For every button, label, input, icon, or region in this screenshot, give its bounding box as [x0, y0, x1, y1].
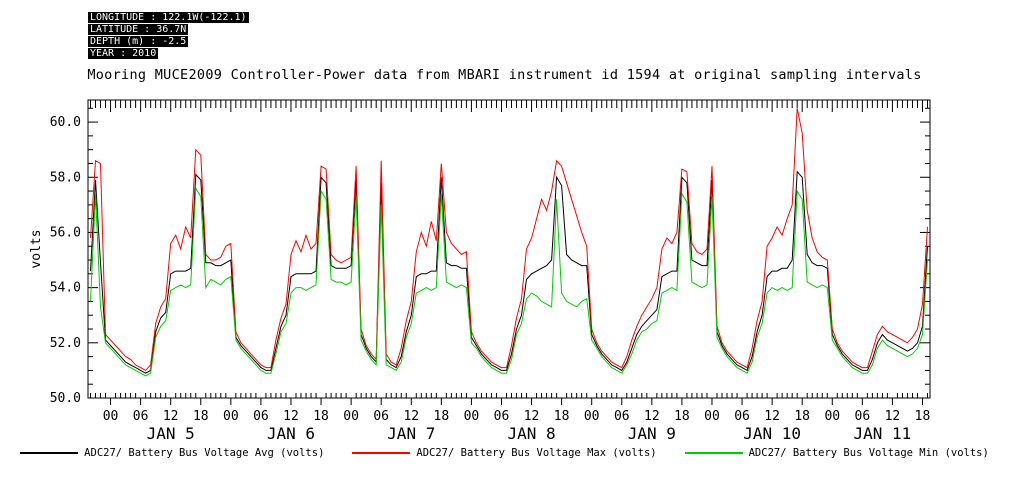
y-tick-label: 56.0 — [50, 225, 81, 240]
series-min-line — [90, 186, 928, 377]
y-axis-label: volts — [29, 229, 44, 268]
x-tick-label: 00 — [223, 409, 239, 424]
legend-line-min-icon — [684, 452, 743, 454]
series-max-line — [90, 108, 928, 372]
y-axis: 50.0 52.0 54.0 56.0 58.0 60.0 volts — [29, 107, 930, 406]
x-tick-label: 18 — [554, 409, 570, 424]
day-label: JAN 8 — [507, 424, 555, 443]
legend-label-max: ADC27/ Battery Bus Voltage Max (volts) — [416, 447, 657, 459]
day-label: JAN 10 — [743, 424, 801, 443]
x-tick-label: 12 — [283, 409, 299, 424]
x-tick-label: 18 — [313, 409, 329, 424]
x-tick-label: 18 — [193, 409, 209, 424]
x-tick-label: 18 — [434, 409, 450, 424]
chart-title: Mooring MUCE2009 Controller-Power data f… — [87, 67, 922, 83]
metadata-box: LONGITUDE : 122.1W(-122.1) LATITUDE : 36… — [88, 12, 249, 60]
x-tick-label: 00 — [584, 409, 600, 424]
x-tick-label: 12 — [644, 409, 660, 424]
y-tick-label: 54.0 — [50, 281, 81, 296]
x-tick-label: 18 — [674, 409, 690, 424]
x-tick-label: 06 — [855, 409, 871, 424]
year-label: YEAR : 2010 — [88, 48, 159, 59]
y-tick-label: 50.0 — [50, 391, 81, 406]
x-tick-label: 06 — [494, 409, 510, 424]
x-tick-label: 00 — [343, 409, 359, 424]
x-tick-label: 12 — [764, 409, 780, 424]
x-axis: 00 06 12 18 00 06 12 18 00 06 12 18 00 06 12 18 00 06 12 18… — [90, 100, 931, 424]
x-tick-label: 06 — [614, 409, 630, 424]
x-tick-label: 06 — [734, 409, 750, 424]
legend-entry-max: ADC27/ Battery Bus Voltage Max (volts) — [352, 447, 657, 459]
legend-entry-avg: ADC27/ Battery Bus Voltage Avg (volts) — [20, 447, 324, 459]
x-tick-label: 06 — [373, 409, 389, 424]
day-label: JAN 11 — [853, 424, 911, 443]
y-tick-label: 60.0 — [50, 115, 81, 130]
legend-line-max-icon — [352, 452, 411, 454]
depth-label: DEPTH (m) : -2.5 — [88, 36, 189, 47]
x-tick-label: 00 — [704, 409, 720, 424]
legend-label-avg: ADC27/ Battery Bus Voltage Avg (volts) — [84, 447, 325, 459]
day-label: JAN 6 — [267, 424, 315, 443]
x-tick-label: 06 — [133, 409, 149, 424]
day-label: JAN 5 — [147, 424, 195, 443]
day-label: JAN 9 — [628, 424, 676, 443]
plot-border — [87, 99, 931, 399]
x-tick-label: 12 — [524, 409, 540, 424]
y-tick-label: 58.0 — [50, 170, 81, 185]
x-tick-label: 12 — [163, 409, 179, 424]
x-tick-label: 00 — [824, 409, 840, 424]
series-avg-line — [90, 170, 928, 374]
y-tick-label: 52.0 — [50, 336, 81, 351]
legend-label-min: ADC27/ Battery Bus Voltage Min (volts) — [748, 447, 989, 459]
x-tick-label: 12 — [403, 409, 419, 424]
day-labels: JAN 5 JAN 6 JAN 7 JAN 8 JAN 9 JAN 10 JAN 11 — [147, 424, 912, 443]
x-tick-label: 06 — [253, 409, 269, 424]
x-tick-label: 00 — [103, 409, 119, 424]
x-tick-label: 18 — [794, 409, 810, 424]
day-label: JAN 7 — [387, 424, 435, 443]
chart-legend: ADC27/ Battery Bus Voltage Avg (volts) A… — [0, 447, 1009, 459]
longitude-label: LONGITUDE : 122.1W(-122.1) — [88, 12, 249, 23]
x-tick-label: 00 — [464, 409, 480, 424]
x-tick-label: 18 — [915, 409, 931, 424]
latitude-label: LATITUDE : 36.7N — [88, 24, 189, 35]
legend-entry-min: ADC27/ Battery Bus Voltage Min (volts) — [684, 447, 989, 459]
legend-line-avg-icon — [20, 452, 79, 454]
x-tick-label: 12 — [885, 409, 901, 424]
